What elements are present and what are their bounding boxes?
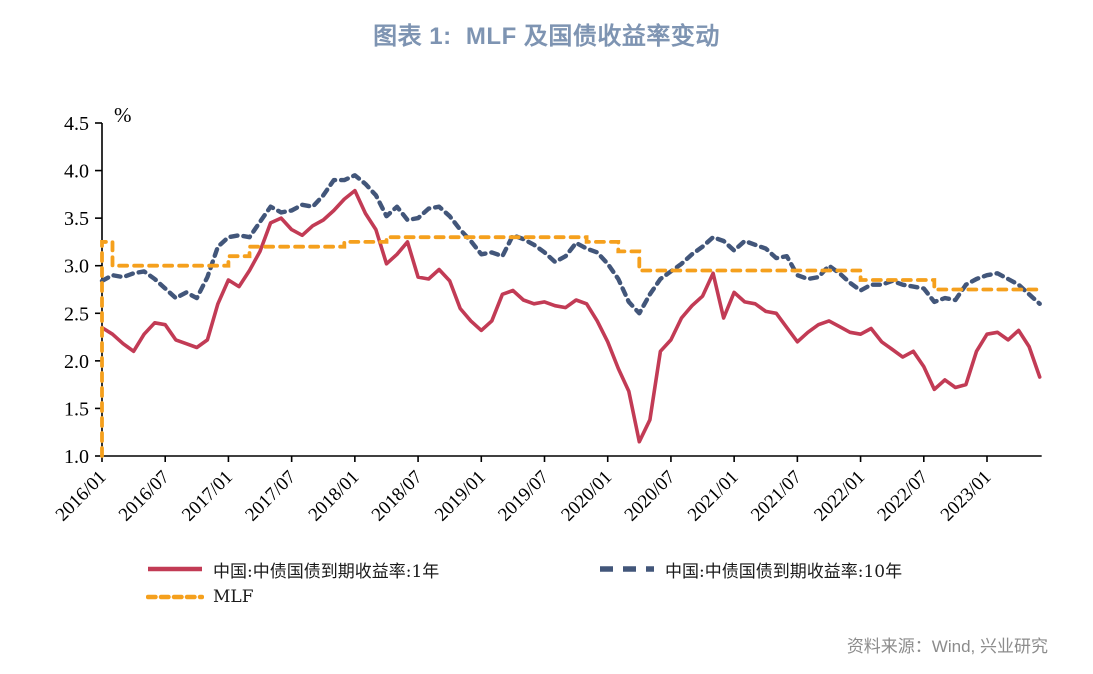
dashed-line-swatch-icon <box>600 566 654 572</box>
svg-text:1.5: 1.5 <box>64 398 89 420</box>
legend-label-10y: 中国:中债国债到期收益率:10年 <box>665 561 903 582</box>
legend-row-1: 中国:中债国债到期收益率:1年 中国:中债国债到期收益率:10年 <box>146 555 1026 583</box>
svg-text:4.5: 4.5 <box>64 113 89 135</box>
svg-text:2022/01: 2022/01 <box>810 467 869 526</box>
svg-text:3.0: 3.0 <box>64 256 89 278</box>
svg-text:2017/07: 2017/07 <box>241 467 300 526</box>
svg-text:2022/07: 2022/07 <box>873 467 932 526</box>
legend-label-1y: 中国:中债国债到期收益率:1年 <box>213 561 440 582</box>
svg-text:2017/01: 2017/01 <box>178 467 237 526</box>
svg-text:2019/07: 2019/07 <box>494 467 553 526</box>
svg-text:2020/01: 2020/01 <box>557 467 616 526</box>
legend-item-mlf: MLF <box>146 587 598 607</box>
svg-text:2021/07: 2021/07 <box>747 467 806 526</box>
dashed-line-swatch-icon <box>146 594 204 600</box>
svg-text:2018/07: 2018/07 <box>368 467 427 526</box>
svg-text:2.5: 2.5 <box>64 303 89 325</box>
svg-text:2023/01: 2023/01 <box>937 467 996 526</box>
legend: 中国:中债国债到期收益率:1年 中国:中债国债到期收益率:10年 MLF <box>146 555 1026 611</box>
svg-text:3.5: 3.5 <box>64 208 89 230</box>
legend-item-10y: 中国:中债国债到期收益率:10年 <box>598 557 902 582</box>
svg-text:2021/01: 2021/01 <box>684 467 743 526</box>
legend-label-mlf: MLF <box>213 587 254 607</box>
svg-text:2020/07: 2020/07 <box>621 467 680 526</box>
source-note: 资料来源：Wind, 兴业研究 <box>846 637 1048 656</box>
svg-text:4.0: 4.0 <box>64 161 89 183</box>
legend-row-2: MLF <box>146 583 1026 611</box>
legend-item-1y: 中国:中债国债到期收益率:1年 <box>146 557 598 582</box>
svg-text:2.0: 2.0 <box>64 351 89 373</box>
svg-text:%: % <box>114 103 132 127</box>
chart-title: 图表 1: MLF 及国债收益率变动 <box>373 23 720 50</box>
svg-text:2016/01: 2016/01 <box>52 467 111 526</box>
svg-text:2018/01: 2018/01 <box>305 467 364 526</box>
svg-text:1.0: 1.0 <box>64 446 89 468</box>
svg-text:2016/07: 2016/07 <box>115 467 174 526</box>
svg-text:2019/01: 2019/01 <box>431 467 490 526</box>
solid-line-swatch-icon <box>148 566 202 572</box>
